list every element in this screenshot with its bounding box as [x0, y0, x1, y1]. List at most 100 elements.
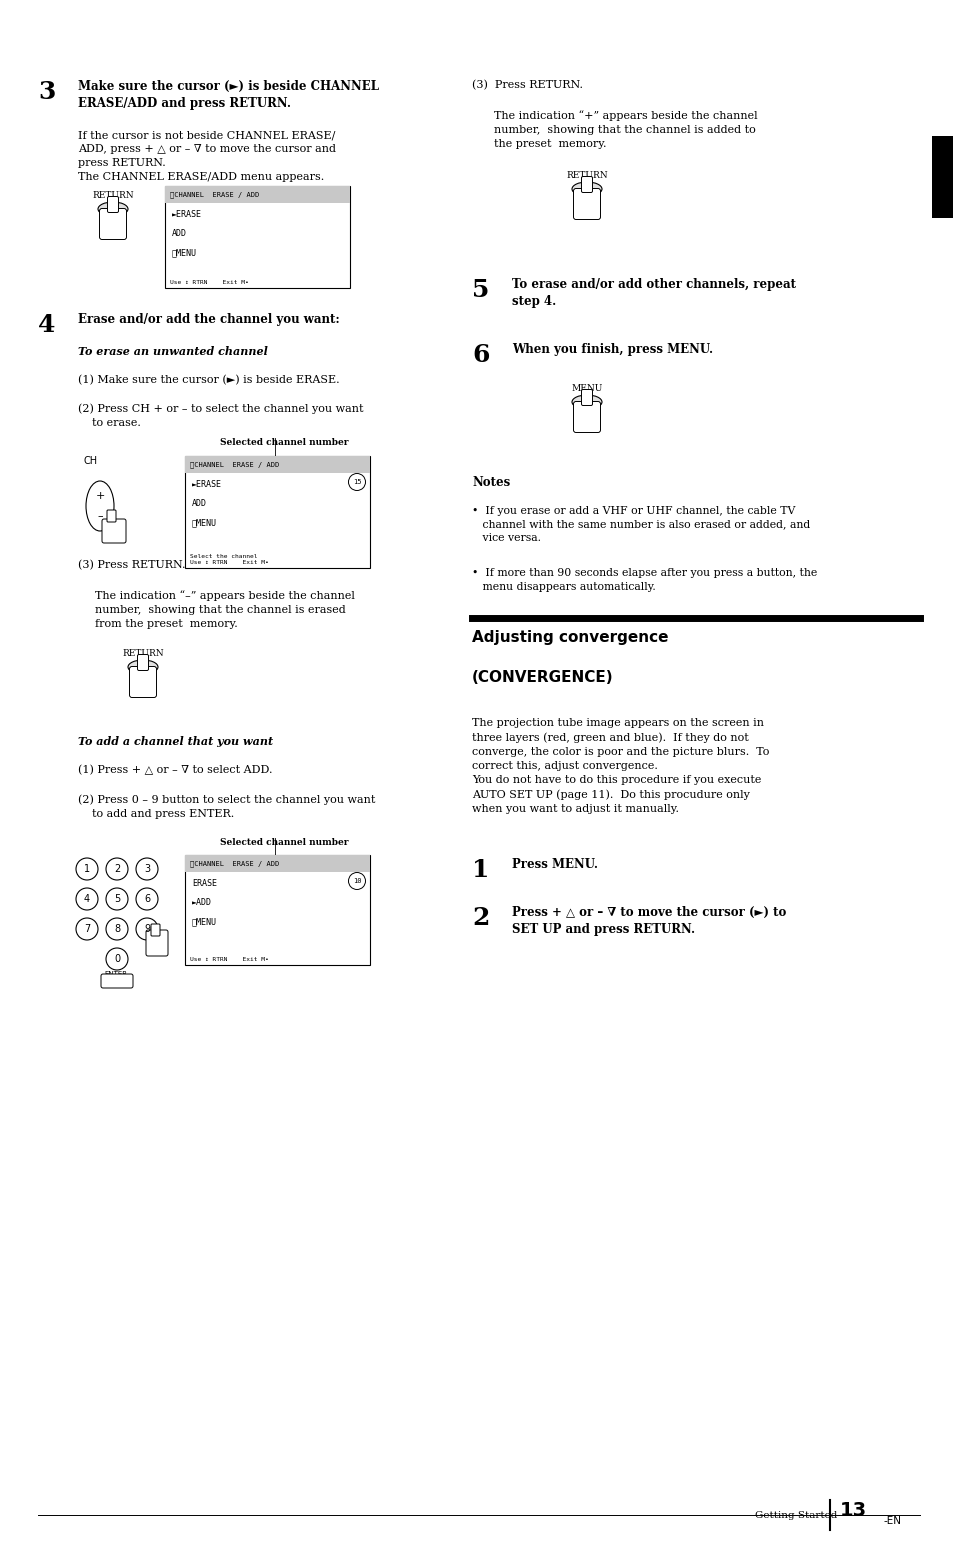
Text: Getting Started: Getting Started	[754, 1512, 837, 1519]
Text: Press MENU.: Press MENU.	[512, 858, 598, 870]
Ellipse shape	[86, 481, 113, 532]
Text: (3)  Press RETURN.: (3) Press RETURN.	[472, 80, 582, 91]
Text: 4: 4	[84, 894, 90, 905]
FancyBboxPatch shape	[146, 930, 168, 956]
Text: (1) Press + △ or – ∇ to select ADD.: (1) Press + △ or – ∇ to select ADD.	[78, 765, 273, 775]
FancyBboxPatch shape	[108, 196, 118, 213]
Text: 0: 0	[113, 953, 120, 964]
Text: To erase an unwanted channel: To erase an unwanted channel	[78, 347, 268, 358]
FancyBboxPatch shape	[151, 924, 160, 936]
Text: (2) Press 0 – 9 button to select the channel you want
    to add and press ENTER: (2) Press 0 – 9 button to select the cha…	[78, 793, 375, 818]
FancyBboxPatch shape	[573, 188, 599, 220]
FancyBboxPatch shape	[99, 209, 127, 240]
Circle shape	[76, 858, 98, 880]
Text: 3: 3	[38, 80, 55, 103]
Text: +: +	[95, 491, 105, 502]
Ellipse shape	[572, 182, 601, 196]
Circle shape	[106, 858, 128, 880]
Text: To add a channel that you want: To add a channel that you want	[78, 735, 273, 746]
Text: The indication “+” appears beside the channel
number,  showing that the channel : The indication “+” appears beside the ch…	[494, 110, 757, 149]
Text: ADD: ADD	[172, 229, 187, 238]
Bar	[931, 136, 953, 218]
Circle shape	[348, 872, 365, 889]
Text: 6: 6	[472, 343, 489, 367]
Text: (1) Make sure the cursor (►) is beside ERASE.: (1) Make sure the cursor (►) is beside E…	[78, 375, 339, 386]
Text: 5: 5	[472, 278, 489, 303]
Bar	[165, 187, 350, 202]
Text: ⎙CHANNEL  ERASE / ADD: ⎙CHANNEL ERASE / ADD	[190, 461, 279, 467]
Text: -EN: -EN	[882, 1516, 900, 1526]
Circle shape	[106, 917, 128, 939]
Text: ►ADD: ►ADD	[192, 898, 212, 906]
Text: ⎙CHANNEL  ERASE / ADD: ⎙CHANNEL ERASE / ADD	[190, 861, 279, 867]
Text: 4: 4	[38, 314, 55, 337]
Text: 2: 2	[472, 906, 489, 930]
Text: ERASE: ERASE	[192, 880, 216, 887]
Text: (CONVERGENCE): (CONVERGENCE)	[472, 670, 613, 685]
Text: 7: 7	[84, 924, 90, 935]
Bar	[165, 187, 350, 289]
Text: Selected channel number: Selected channel number	[220, 437, 348, 447]
Text: ►ERASE: ►ERASE	[172, 210, 202, 220]
Text: •  If more than 90 seconds elapse after you press a button, the
   menu disappea: • If more than 90 seconds elapse after y…	[472, 568, 817, 591]
Text: When you finish, press MENU.: When you finish, press MENU.	[512, 343, 713, 356]
Ellipse shape	[128, 660, 158, 674]
Text: (3) Press RETURN.: (3) Press RETURN.	[78, 560, 185, 571]
Text: –: –	[97, 511, 103, 521]
Bar	[185, 855, 370, 872]
Circle shape	[106, 949, 128, 971]
Text: (2) Press CH + or – to select the channel you want
    to erase.: (2) Press CH + or – to select the channe…	[78, 403, 363, 428]
FancyBboxPatch shape	[101, 974, 132, 988]
Text: 8: 8	[113, 924, 120, 935]
Text: 9: 9	[144, 924, 150, 935]
Text: Use ↕ RTRN    Exit M•: Use ↕ RTRN Exit M•	[190, 956, 269, 963]
Text: 2: 2	[113, 864, 120, 873]
Text: MENU: MENU	[571, 384, 602, 394]
Text: Use ↕ RTRN    Exit M•: Use ↕ RTRN Exit M•	[170, 281, 249, 285]
Text: Adjusting convergence: Adjusting convergence	[472, 630, 668, 644]
Text: ⎙MENU: ⎙MENU	[192, 517, 216, 527]
Text: ⎙MENU: ⎙MENU	[172, 248, 196, 257]
Ellipse shape	[572, 395, 601, 409]
Text: Notes: Notes	[472, 477, 510, 489]
Text: The indication “–” appears beside the channel
number,  showing that the channel : The indication “–” appears beside the ch…	[95, 590, 355, 629]
Text: RETURN: RETURN	[565, 171, 607, 180]
Ellipse shape	[98, 202, 128, 216]
Text: RETURN: RETURN	[92, 191, 133, 201]
Text: The projection tube image appears on the screen in
three layers (red, green and : The projection tube image appears on the…	[472, 718, 768, 814]
Text: ENTER: ENTER	[105, 971, 128, 977]
Text: 15: 15	[353, 478, 361, 485]
Text: To erase and/or add other channels, repeat
step 4.: To erase and/or add other channels, repe…	[512, 278, 795, 309]
Circle shape	[348, 474, 365, 491]
Text: 1: 1	[472, 858, 489, 881]
Text: Make sure the cursor (►) is beside CHANNEL
ERASE/ADD and press RETURN.: Make sure the cursor (►) is beside CHANN…	[78, 80, 378, 110]
Text: ⎙MENU: ⎙MENU	[192, 917, 216, 927]
Circle shape	[136, 858, 158, 880]
Bar	[185, 456, 370, 474]
FancyBboxPatch shape	[130, 666, 156, 698]
Text: 6: 6	[144, 894, 150, 905]
FancyBboxPatch shape	[102, 519, 126, 543]
Text: RETURN: RETURN	[122, 649, 164, 659]
FancyBboxPatch shape	[107, 510, 116, 522]
Bar	[185, 456, 370, 568]
Text: ⎙CHANNEL  ERASE / ADD: ⎙CHANNEL ERASE / ADD	[170, 191, 259, 198]
Text: 1: 1	[84, 864, 90, 873]
Circle shape	[136, 887, 158, 909]
FancyBboxPatch shape	[581, 389, 592, 406]
Text: Selected channel number: Selected channel number	[220, 837, 348, 847]
Text: 3: 3	[144, 864, 150, 873]
FancyBboxPatch shape	[573, 401, 599, 433]
Text: ►ERASE: ►ERASE	[192, 480, 222, 489]
FancyBboxPatch shape	[581, 177, 592, 193]
Circle shape	[76, 887, 98, 909]
Text: CH: CH	[83, 456, 97, 466]
Text: 10: 10	[353, 878, 361, 884]
Circle shape	[106, 887, 128, 909]
Text: Select the channel
Use ↕ RTRN    Exit M•: Select the channel Use ↕ RTRN Exit M•	[190, 554, 269, 564]
Bar	[185, 855, 370, 964]
Text: Press + △ or – ∇ to move the cursor (►) to
SET UP and press RETURN.: Press + △ or – ∇ to move the cursor (►) …	[512, 906, 785, 936]
Text: Erase and/or add the channel you want:: Erase and/or add the channel you want:	[78, 314, 339, 326]
Text: 5: 5	[113, 894, 120, 905]
Text: ADD: ADD	[192, 499, 207, 508]
